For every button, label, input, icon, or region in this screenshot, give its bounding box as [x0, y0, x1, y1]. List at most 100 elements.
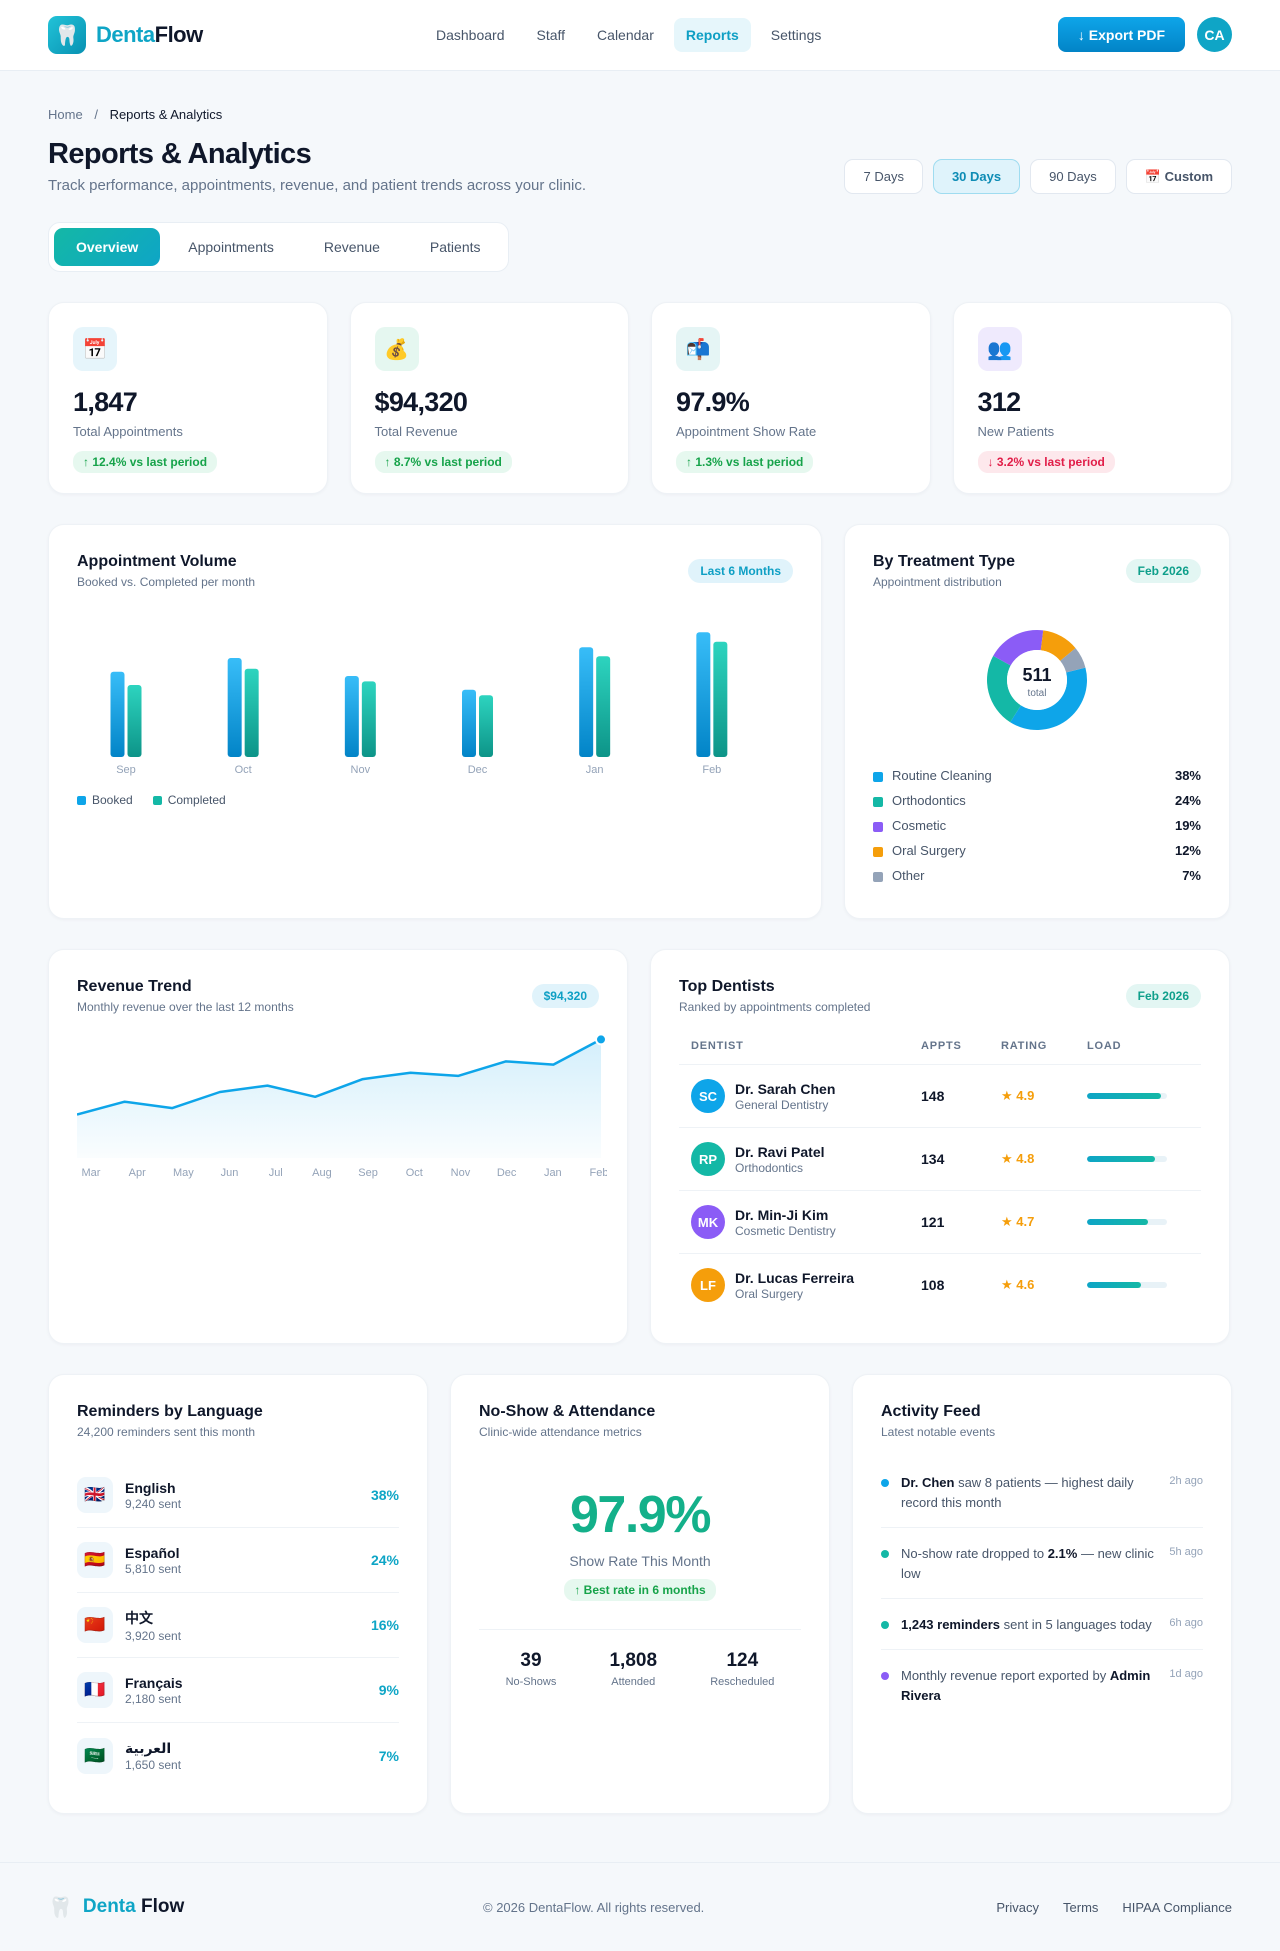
stat-label: Rescheduled: [710, 1676, 775, 1688]
revenue-area: [77, 1039, 601, 1158]
legend-booked: Booked: [77, 793, 133, 807]
brand[interactable]: 🦷 DentaFlow: [48, 16, 203, 54]
attendance-subtitle: Clinic-wide attendance metrics: [479, 1425, 642, 1439]
dentist-name: Dr. Min-Ji Kim: [735, 1206, 829, 1223]
feed-dot: [881, 1621, 889, 1629]
table-row[interactable]: LF Dr. Lucas Ferreira Oral Surgery 108 ★ 4.6: [679, 1254, 1201, 1317]
bar-completed-jan[interactable]: [596, 656, 611, 757]
bar-booked-dec[interactable]: [462, 689, 477, 757]
footer-brand[interactable]: 🦷 Denta Flow: [48, 1895, 184, 1920]
dentist-cell: RP Dr. Ravi Patel Orthodontics: [679, 1127, 909, 1191]
nav-item-settings[interactable]: Settings: [770, 27, 822, 43]
nav-item-staff[interactable]: Staff: [536, 27, 566, 43]
donut-slice-cosmetic[interactable]: [993, 630, 1044, 666]
x-tick-label: Oct: [406, 1167, 423, 1179]
top-dentists-card: Top Dentists Ranked by appointments comp…: [650, 949, 1230, 1344]
feed-text-part: — new clinic low: [901, 1546, 1154, 1581]
range-7-days[interactable]: 7 Days: [844, 159, 923, 194]
bar-completed-nov[interactable]: [361, 681, 376, 757]
dentists-table-header: DENTIST APPTS RATING LOAD: [679, 1028, 1201, 1065]
range-90-days[interactable]: 90 Days: [1030, 159, 1116, 194]
donut-slice-orthodontics[interactable]: [987, 655, 1021, 723]
range-custom[interactable]: 📅 Custom: [1125, 159, 1232, 194]
col-load[interactable]: LOAD: [1075, 1028, 1201, 1065]
donut-wrap: 511 total: [873, 617, 1201, 743]
feed-text: Monthly revenue report exported by Admin…: [901, 1666, 1157, 1706]
feed-text: Dr. Chen saw 8 patients — highest daily …: [901, 1473, 1157, 1513]
bar-booked-sep[interactable]: [110, 671, 125, 757]
col-rating[interactable]: RATING: [989, 1028, 1075, 1065]
revenue-last-point[interactable]: [595, 1033, 607, 1046]
kpi-value: 1,847: [73, 387, 138, 417]
bar-completed-oct[interactable]: [244, 668, 259, 757]
dentist-text: Dr. Lucas Ferreira Oral Surgery: [735, 1270, 854, 1301]
feed-item[interactable]: 1,243 reminders sent in 5 languages toda…: [881, 1609, 1203, 1650]
table-row[interactable]: SC Dr. Sarah Chen General Dentistry 148 ★ 4.…: [679, 1064, 1201, 1128]
appts-count: 121: [909, 1190, 989, 1254]
col-dentist[interactable]: DENTIST: [679, 1028, 909, 1065]
user-avatar[interactable]: CA: [1197, 17, 1232, 52]
kpi-value: 312: [977, 387, 1022, 417]
bar-booked-jan[interactable]: [579, 647, 594, 757]
main-content: Home / Reports & Analytics Reports & Ana…: [0, 107, 1280, 1814]
treatment-date-pill[interactable]: Feb 2026: [1125, 559, 1201, 583]
treatment-subtitle: Appointment distribution: [873, 575, 1002, 589]
feed-item[interactable]: Dr. Chen saw 8 patients — highest daily …: [881, 1467, 1203, 1528]
load-cell: [1075, 1127, 1201, 1191]
rating: ★ 4.6: [1001, 1277, 1035, 1293]
rating: ★ 4.9: [989, 1064, 1075, 1128]
footer-link-terms[interactable]: Terms: [1063, 1899, 1099, 1915]
language-text: Español 5,810 sent: [125, 1545, 181, 1576]
treatment-label: Other: [892, 868, 925, 883]
nav-item-calendar[interactable]: Calendar: [597, 27, 654, 43]
feed-item[interactable]: Monthly revenue report exported by Admin…: [881, 1660, 1203, 1720]
load-bar: [1087, 1156, 1167, 1162]
nav-item-reports[interactable]: Reports: [673, 18, 751, 52]
col-appts[interactable]: APPTS: [909, 1028, 989, 1065]
treatment-item-left: Cosmetic: [873, 818, 946, 833]
tab-patients[interactable]: Patients: [429, 239, 481, 255]
dentist-specialty: General Dentistry: [735, 1097, 829, 1112]
legend-booked-swatch: [77, 796, 86, 806]
export-pdf-button[interactable]: ↓ Export PDF: [1057, 17, 1185, 52]
avatar: RP: [691, 1142, 725, 1176]
treatment-item-other: Other 7%: [873, 863, 1201, 888]
bar-completed-sep[interactable]: [127, 685, 142, 757]
revenue-line: [77, 1038, 602, 1116]
appts-count: 134: [909, 1127, 989, 1191]
language-pct: 24%: [370, 1552, 399, 1568]
bar-completed-feb[interactable]: [713, 641, 728, 757]
tab-overview[interactable]: Overview: [54, 228, 161, 266]
nav-item-dashboard[interactable]: Dashboard: [436, 27, 505, 43]
language-pct: 38%: [370, 1487, 399, 1503]
language-name: Español: [125, 1544, 180, 1561]
range-30-days[interactable]: 30 Days: [932, 159, 1021, 194]
flag-icon: 🇸🇦: [77, 1737, 113, 1774]
volume-range-pill[interactable]: Last 6 Months: [688, 559, 793, 583]
legend-swatch: [873, 846, 883, 857]
tab-revenue[interactable]: Revenue: [323, 239, 380, 255]
dentists-date-pill[interactable]: Feb 2026: [1125, 984, 1201, 1008]
table-row[interactable]: RP Dr. Ravi Patel Orthodontics 134 ★ 4.8: [679, 1127, 1201, 1191]
table-row[interactable]: MK Dr. Min-Ji Kim Cosmetic Dentistry 121 ★ 4…: [679, 1190, 1201, 1254]
users-icon: 👥: [977, 327, 1022, 371]
language-name: Français: [125, 1674, 183, 1691]
calendar-icon: 📅: [73, 327, 117, 371]
bar-booked-nov[interactable]: [344, 676, 359, 757]
donut-slice-other[interactable]: [1060, 648, 1086, 673]
donut-slice-routine-cleaning[interactable]: [1010, 667, 1087, 730]
breadcrumb-home[interactable]: Home: [48, 107, 83, 122]
main-nav: Dashboard Staff Calendar Reports Settings: [424, 18, 833, 52]
list-item: 🇫🇷 Français 2,180 sent 9%: [77, 1658, 399, 1723]
legend-swatch: [873, 821, 883, 832]
footer-link-hipaa-compliance[interactable]: HIPAA Compliance: [1122, 1899, 1232, 1915]
tab-appointments[interactable]: Appointments: [188, 239, 274, 255]
bar-booked-feb[interactable]: [696, 632, 711, 757]
feed-item[interactable]: No-show rate dropped to 2.1% — new clini…: [881, 1538, 1203, 1599]
bar-completed-dec[interactable]: [479, 695, 494, 757]
flag-icon: 🇪🇸: [77, 1542, 113, 1578]
bar-booked-oct[interactable]: [227, 658, 242, 757]
dentist-text: Dr. Ravi Patel Orthodontics: [735, 1144, 825, 1175]
footer-link-privacy[interactable]: Privacy: [996, 1899, 1040, 1915]
donut-slice-oral-surgery[interactable]: [1040, 630, 1076, 661]
